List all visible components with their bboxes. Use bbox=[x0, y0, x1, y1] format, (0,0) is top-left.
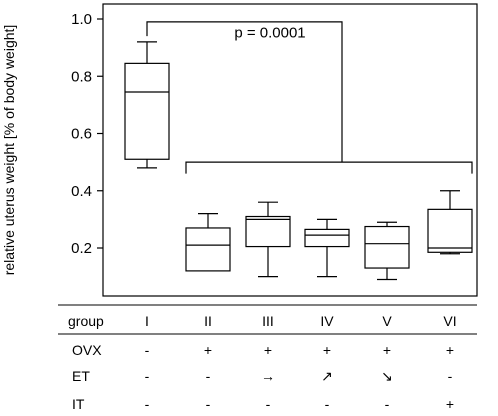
iqr-box bbox=[304, 228, 350, 248]
table-group-VI: VI bbox=[443, 313, 456, 329]
iqr-box bbox=[245, 215, 291, 248]
y-axis-title: relative uterus weight [% of body weight… bbox=[1, 25, 17, 276]
box-group-V bbox=[364, 221, 410, 281]
p-value-annotation: p = 0.0001 bbox=[234, 25, 305, 42]
table-group-V: V bbox=[382, 313, 392, 329]
box-group-II bbox=[185, 213, 231, 272]
bracket-top bbox=[146, 21, 343, 163]
table-row-label: OVX bbox=[72, 342, 102, 358]
table-cell: + bbox=[323, 342, 331, 358]
box-group-III bbox=[245, 201, 291, 278]
table-group-III: III bbox=[262, 313, 274, 329]
table-cell: - bbox=[325, 396, 330, 412]
table-row-label: IT bbox=[72, 396, 85, 412]
table-cell: + bbox=[446, 342, 454, 358]
y-tick-label: 0.4 bbox=[71, 183, 92, 200]
table-cell: → bbox=[261, 368, 275, 384]
table-cell: + bbox=[204, 342, 212, 358]
y-tick-label: 1.0 bbox=[71, 11, 92, 28]
table-group-I: I bbox=[145, 313, 149, 329]
y-tick-label: 0.8 bbox=[71, 68, 92, 85]
y-tick-label: 0.6 bbox=[71, 126, 92, 143]
box-group-IV bbox=[304, 218, 350, 278]
table-header-label: group bbox=[68, 313, 104, 329]
table-cell: - bbox=[206, 368, 211, 384]
table-cell: - bbox=[448, 368, 453, 384]
iqr-box bbox=[427, 208, 473, 253]
table-cell: - bbox=[206, 396, 211, 412]
bracket-bottom bbox=[185, 161, 473, 174]
box-group-I bbox=[124, 41, 170, 169]
y-tick-label: 0.2 bbox=[71, 240, 92, 257]
y-axis: 0.2 0.4 0.6 0.8 1.0 bbox=[71, 11, 103, 257]
plot-frame bbox=[102, 3, 478, 297]
table-cell: + bbox=[264, 342, 272, 358]
iqr-box bbox=[185, 227, 231, 272]
table-cell: ↘ bbox=[381, 368, 393, 384]
table-row-label: ET bbox=[72, 368, 90, 384]
table-cell: - bbox=[145, 368, 150, 384]
box-group-VI bbox=[427, 190, 473, 255]
table-cell: - bbox=[385, 396, 390, 412]
table-cell: + bbox=[446, 396, 454, 412]
table-cell: ↗ bbox=[321, 368, 333, 384]
table-cell: + bbox=[383, 342, 391, 358]
table-cell: - bbox=[145, 342, 150, 358]
table-group-II: II bbox=[204, 313, 212, 329]
table-cell: - bbox=[145, 396, 150, 412]
table-group-IV: IV bbox=[320, 313, 334, 329]
table-cell: - bbox=[266, 396, 271, 412]
iqr-box bbox=[124, 62, 170, 160]
significance-bracket bbox=[146, 21, 473, 174]
iqr-box bbox=[364, 225, 410, 269]
box-series bbox=[124, 41, 473, 281]
